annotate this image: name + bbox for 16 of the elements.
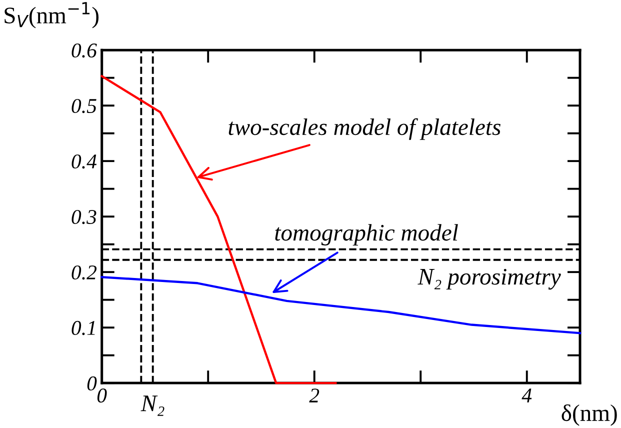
y-tick-label: 0 (87, 376, 97, 390)
y-tick-label: 0.3 (72, 210, 96, 224)
ref-line-label: N₂ (140, 396, 164, 416)
annotation: tomographic model (275, 224, 458, 246)
y-tick-label: 0.5 (72, 98, 96, 114)
y-tick-label: 0.2 (72, 265, 97, 280)
ref-line-label: N₂ porosimetry (418, 268, 561, 290)
y-tick-label: 0.4 (72, 154, 97, 169)
x-axis-title: δ(nm) (562, 404, 617, 426)
x-tick-label: 4 (522, 388, 532, 402)
y-axis-title: S$_{V}$(nm$^{−1}$) (4, 2, 99, 28)
y-tick-label: 0.1 (72, 320, 95, 336)
x-tick-label: 2 (309, 388, 320, 402)
annotation: two-scales model of platelets (228, 118, 500, 140)
y-tick-label: 0.6 (72, 43, 97, 58)
x-tick-label: 0 (97, 388, 107, 403)
